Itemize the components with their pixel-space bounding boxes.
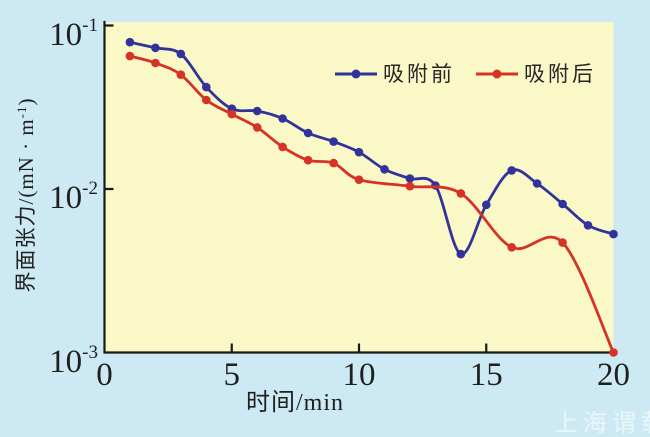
series-marker-0 <box>176 49 186 59</box>
series-marker-1 <box>507 243 516 252</box>
legend-item-0: 吸附前 <box>334 62 455 86</box>
series-marker-0 <box>609 229 618 239</box>
series-marker-0 <box>202 82 211 92</box>
series-marker-0 <box>456 249 466 259</box>
legend-item-1: 吸附后 <box>475 62 596 86</box>
series-marker-1 <box>354 175 364 184</box>
x-tick-label-15: 15 <box>469 357 503 393</box>
series-marker-0 <box>252 106 262 116</box>
x-tick-label-5: 5 <box>223 357 241 393</box>
series-marker-1 <box>125 51 135 61</box>
legend: 吸附前 吸附后 <box>334 62 616 86</box>
series-marker-1 <box>329 158 338 168</box>
series-marker-0 <box>151 43 160 53</box>
y-tick-label-10-1: 10-1 <box>49 14 98 53</box>
series-marker-1 <box>609 348 618 357</box>
axis-lines <box>103 20 615 354</box>
series-marker-0 <box>558 199 567 209</box>
series-marker-0 <box>278 114 287 123</box>
series-marker-0 <box>125 37 135 47</box>
series-marker-1 <box>252 123 262 132</box>
y-axis-title: 界面张力/(mN · m-1) <box>9 30 38 360</box>
series-marker-0 <box>507 166 516 175</box>
legend-label-0: 吸附前 <box>383 62 455 86</box>
series-marker-0 <box>482 200 491 210</box>
series-marker-1 <box>558 238 567 247</box>
series-marker-0 <box>329 137 338 146</box>
tick-marks <box>104 24 488 353</box>
y-tick-label-10-3: 10-3 <box>49 341 98 380</box>
y-axis-title-exponent: -1 <box>14 105 29 119</box>
y-tick-label-10-2: 10-2 <box>49 178 98 216</box>
series-marker-0 <box>303 128 313 138</box>
series-marker-0 <box>583 221 593 230</box>
series-marker-0 <box>354 147 364 157</box>
series-marker-0 <box>380 165 389 174</box>
series-marker-1 <box>176 70 186 79</box>
x-axis-title: 时间/min <box>245 390 344 416</box>
series-marker-1 <box>456 189 466 198</box>
x-tick-label-0: 0 <box>96 357 113 393</box>
x-tick-label-10: 10 <box>342 357 376 393</box>
series-marker-1 <box>227 109 237 119</box>
y-axis-title-close: ) <box>14 97 38 106</box>
series-marker-0 <box>405 174 415 183</box>
watermark: 上海谓载 <box>554 410 650 437</box>
legend-line-sample-0 <box>335 69 377 79</box>
series-marker-1 <box>405 181 415 191</box>
series-marker-1 <box>278 142 287 152</box>
series-marker-1 <box>202 95 211 105</box>
series-marker-1 <box>303 155 313 165</box>
legend-line-sample-1 <box>476 69 518 79</box>
legend-label-1: 吸附后 <box>524 62 596 86</box>
series-marker-1 <box>151 58 160 68</box>
x-tick-label-20: 20 <box>597 357 630 393</box>
series-marker-0 <box>532 179 542 188</box>
